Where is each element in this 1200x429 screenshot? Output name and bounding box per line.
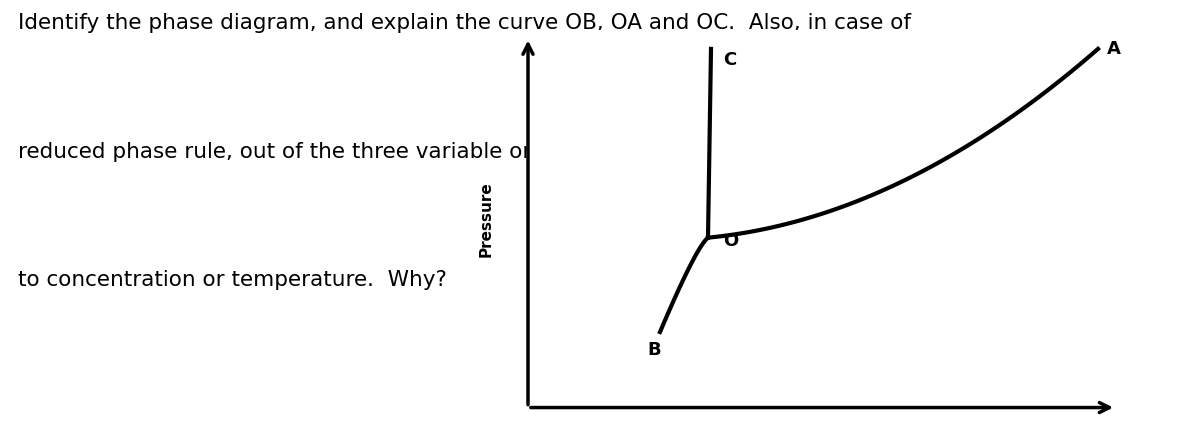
Text: O: O: [722, 233, 738, 251]
Text: reduced phase rule, out of the three variable only pressure is kept constant com: reduced phase rule, out of the three var…: [18, 142, 948, 162]
Text: B: B: [647, 341, 661, 360]
Text: Pressure: Pressure: [479, 181, 493, 257]
Text: A: A: [1108, 40, 1121, 58]
Text: to concentration or temperature.  Why?: to concentration or temperature. Why?: [18, 270, 446, 290]
Text: Identify the phase diagram, and explain the curve OB, OA and OC.  Also, in case : Identify the phase diagram, and explain …: [18, 13, 911, 33]
Text: C: C: [722, 51, 737, 69]
